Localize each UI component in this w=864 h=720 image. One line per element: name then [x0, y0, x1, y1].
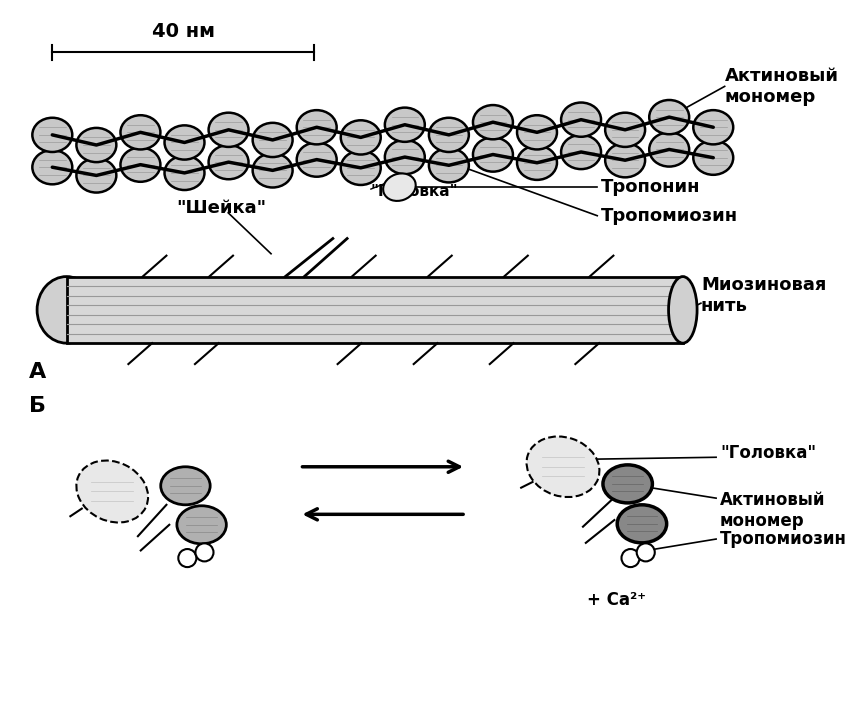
Ellipse shape [605, 143, 645, 177]
Ellipse shape [649, 132, 689, 166]
Ellipse shape [429, 148, 469, 182]
Ellipse shape [649, 100, 689, 134]
Ellipse shape [32, 118, 73, 152]
Text: Б: Б [29, 397, 46, 416]
Text: Актиновый
мономер: Актиновый мономер [725, 68, 839, 106]
Ellipse shape [252, 123, 293, 157]
Ellipse shape [164, 156, 205, 190]
Ellipse shape [693, 110, 734, 145]
Ellipse shape [517, 115, 557, 150]
Text: "Головка": "Головка" [371, 184, 459, 199]
Ellipse shape [637, 544, 655, 562]
Ellipse shape [252, 153, 293, 187]
Ellipse shape [473, 105, 513, 139]
Ellipse shape [178, 549, 196, 567]
Bar [67, 276, 683, 343]
Ellipse shape [120, 148, 161, 181]
Ellipse shape [164, 125, 205, 160]
Text: "Шейка": "Шейка" [176, 199, 266, 217]
Ellipse shape [195, 544, 213, 562]
Ellipse shape [76, 461, 148, 523]
Ellipse shape [76, 158, 117, 192]
Ellipse shape [296, 110, 337, 145]
Ellipse shape [208, 145, 249, 179]
Ellipse shape [161, 467, 210, 505]
Ellipse shape [208, 112, 249, 147]
Ellipse shape [617, 505, 667, 543]
Text: Тропонин: Тропонин [601, 178, 701, 196]
Ellipse shape [561, 135, 601, 169]
Ellipse shape [384, 107, 425, 142]
Text: Тропомиозин: Тропомиозин [720, 530, 847, 548]
Ellipse shape [561, 102, 601, 137]
Text: "Головка": "Головка" [720, 444, 816, 462]
Ellipse shape [177, 505, 226, 544]
Ellipse shape [669, 276, 697, 343]
Ellipse shape [120, 115, 161, 150]
Text: + Ca²⁺: + Ca²⁺ [587, 591, 645, 609]
Ellipse shape [693, 140, 734, 175]
Ellipse shape [517, 145, 557, 180]
Ellipse shape [605, 112, 645, 147]
Text: 40 нм: 40 нм [151, 22, 214, 41]
Ellipse shape [603, 465, 652, 503]
Ellipse shape [37, 276, 96, 343]
Text: Тропомиозин: Тропомиозин [601, 207, 738, 225]
Ellipse shape [384, 140, 425, 174]
Text: А: А [29, 362, 46, 382]
Ellipse shape [76, 128, 117, 162]
Ellipse shape [340, 150, 381, 185]
Ellipse shape [296, 143, 337, 176]
Ellipse shape [621, 549, 639, 567]
Ellipse shape [473, 138, 513, 171]
Ellipse shape [32, 150, 73, 184]
Text: Миозиновая
нить: Миозиновая нить [701, 276, 826, 315]
Text: Актиновый
мономер: Актиновый мономер [720, 492, 825, 531]
Ellipse shape [526, 436, 600, 497]
Ellipse shape [340, 120, 381, 155]
Ellipse shape [383, 174, 416, 201]
Ellipse shape [429, 118, 469, 152]
